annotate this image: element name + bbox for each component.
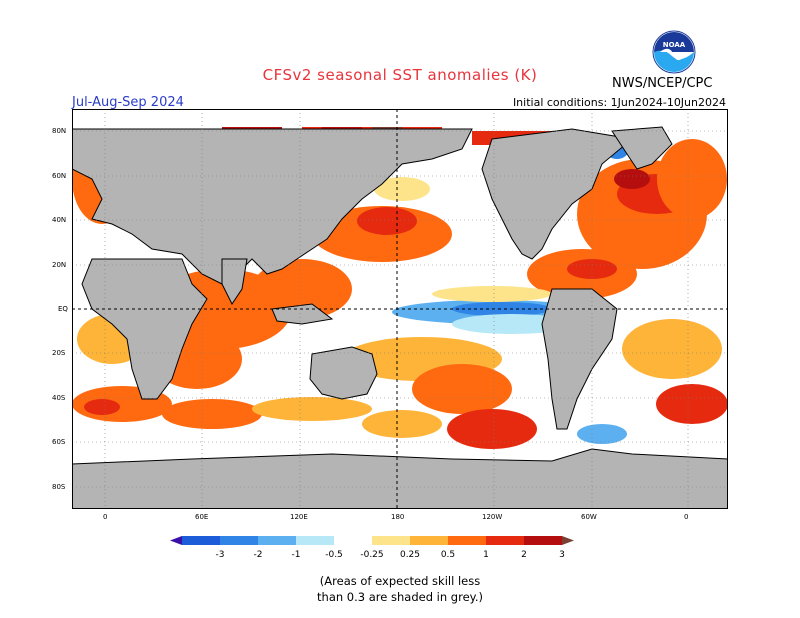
colorbar-tick-label: 3 bbox=[559, 550, 565, 560]
initial-conditions-label: Initial conditions: 1Jun2024-10Jun2024 bbox=[512, 96, 726, 109]
south-america bbox=[541, 288, 618, 430]
colorbar-swatch bbox=[410, 536, 448, 545]
colorbar-swatch bbox=[372, 536, 410, 545]
colorbar-tick-label: -0.5 bbox=[325, 550, 343, 560]
lat-label: 80S bbox=[52, 483, 66, 491]
australia bbox=[309, 346, 378, 400]
indonesia bbox=[271, 303, 334, 325]
lat-label: 40S bbox=[52, 394, 66, 402]
noaa-logo: NOAA bbox=[652, 30, 696, 74]
colorbar-tick-label: -0.25 bbox=[360, 550, 383, 560]
africa bbox=[81, 258, 208, 400]
colorbar-tick-label: -2 bbox=[254, 550, 263, 560]
skill-note-line-1: (Areas of expected skill less bbox=[319, 574, 481, 588]
colorbar-tick-label: -1 bbox=[292, 550, 301, 560]
colorbar-swatch bbox=[562, 536, 574, 545]
lat-label: EQ bbox=[58, 305, 68, 313]
colorbar-tick-label: -3 bbox=[216, 550, 225, 560]
lon-label: 120W bbox=[482, 513, 503, 521]
lat-label: 20N bbox=[52, 261, 67, 269]
map-title: CFSv2 seasonal SST anomalies (K) bbox=[262, 66, 538, 84]
lat-label: 60N bbox=[52, 172, 67, 180]
colorbar-swatch bbox=[258, 536, 296, 545]
skill-note-line-2: than 0.3 are shaded in grey.) bbox=[317, 590, 483, 604]
lat-label: 20S bbox=[52, 349, 66, 357]
colorbar-tick-label: 1 bbox=[483, 550, 489, 560]
logo-text: NOAA bbox=[663, 41, 686, 49]
continents bbox=[72, 126, 728, 509]
colorbar-tick-label: 2 bbox=[521, 550, 527, 560]
colorbar-swatch bbox=[448, 536, 486, 545]
sst-anomaly-map bbox=[72, 109, 728, 509]
colorbar-labels: -3 -2 -1 -0.5 -0.25 0.25 0.5 1 2 3 bbox=[216, 550, 565, 560]
eurasia bbox=[72, 128, 473, 285]
colorbar-tick-label: 0.5 bbox=[441, 550, 455, 560]
colorbar-swatch bbox=[182, 536, 220, 545]
colorbar-swatch bbox=[524, 536, 562, 545]
colorbar-swatch bbox=[296, 536, 334, 545]
colorbar-swatch bbox=[486, 536, 524, 545]
colorbar-swatch bbox=[170, 536, 182, 545]
agency-label: NWS/NCEP/CPC bbox=[612, 76, 713, 91]
colorbar-swatch bbox=[334, 536, 372, 545]
colorbar-swatch bbox=[220, 536, 258, 545]
colorbar-tick-label: 0.25 bbox=[400, 550, 420, 560]
lon-label: 120E bbox=[290, 513, 308, 521]
lon-label: 0 bbox=[684, 513, 689, 521]
lat-label: 80N bbox=[52, 127, 67, 135]
map-frame bbox=[72, 109, 728, 509]
lon-label: 60E bbox=[195, 513, 209, 521]
greenland bbox=[611, 126, 673, 170]
colorbar: -3 -2 -1 -0.5 -0.25 0.25 0.5 1 2 3 bbox=[170, 536, 574, 560]
season-label: Jul-Aug-Sep 2024 bbox=[72, 95, 184, 110]
lat-label: 40N bbox=[52, 216, 67, 224]
colorbar-swatches bbox=[170, 536, 574, 545]
lon-label: 0 bbox=[103, 513, 108, 521]
lon-label: 60W bbox=[581, 513, 597, 521]
graticule bbox=[72, 109, 728, 509]
india bbox=[221, 258, 248, 305]
north-america bbox=[481, 128, 634, 260]
lat-label: 60S bbox=[52, 438, 66, 446]
lon-label: 180 bbox=[391, 513, 405, 521]
